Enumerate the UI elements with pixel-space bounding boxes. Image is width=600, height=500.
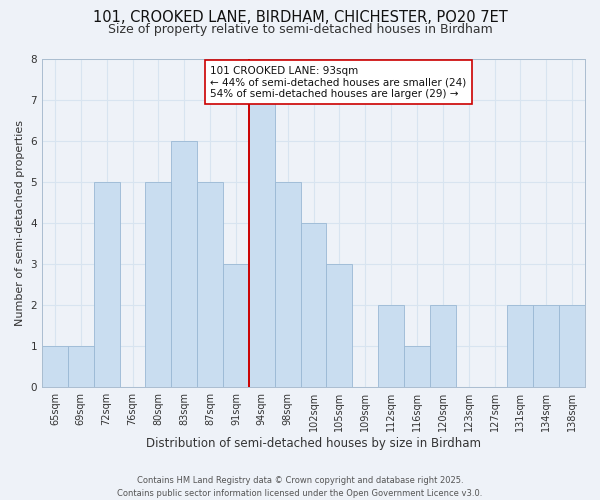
Text: Contains HM Land Registry data © Crown copyright and database right 2025.
Contai: Contains HM Land Registry data © Crown c… xyxy=(118,476,482,498)
Y-axis label: Number of semi-detached properties: Number of semi-detached properties xyxy=(15,120,25,326)
X-axis label: Distribution of semi-detached houses by size in Birdham: Distribution of semi-detached houses by … xyxy=(146,437,481,450)
Text: 101 CROOKED LANE: 93sqm
← 44% of semi-detached houses are smaller (24)
54% of se: 101 CROOKED LANE: 93sqm ← 44% of semi-de… xyxy=(211,66,467,99)
Text: 101, CROOKED LANE, BIRDHAM, CHICHESTER, PO20 7ET: 101, CROOKED LANE, BIRDHAM, CHICHESTER, … xyxy=(92,10,508,25)
Bar xyxy=(145,182,172,387)
Bar xyxy=(197,182,223,387)
Bar xyxy=(68,346,94,387)
Bar xyxy=(378,305,404,387)
Bar xyxy=(172,141,197,387)
Bar xyxy=(508,305,533,387)
Bar xyxy=(275,182,301,387)
Bar xyxy=(326,264,352,387)
Bar xyxy=(249,100,275,387)
Bar xyxy=(301,223,326,387)
Bar xyxy=(430,305,456,387)
Bar xyxy=(404,346,430,387)
Bar xyxy=(42,346,68,387)
Text: Size of property relative to semi-detached houses in Birdham: Size of property relative to semi-detach… xyxy=(107,22,493,36)
Bar xyxy=(223,264,249,387)
Bar xyxy=(94,182,119,387)
Bar xyxy=(559,305,585,387)
Bar xyxy=(533,305,559,387)
